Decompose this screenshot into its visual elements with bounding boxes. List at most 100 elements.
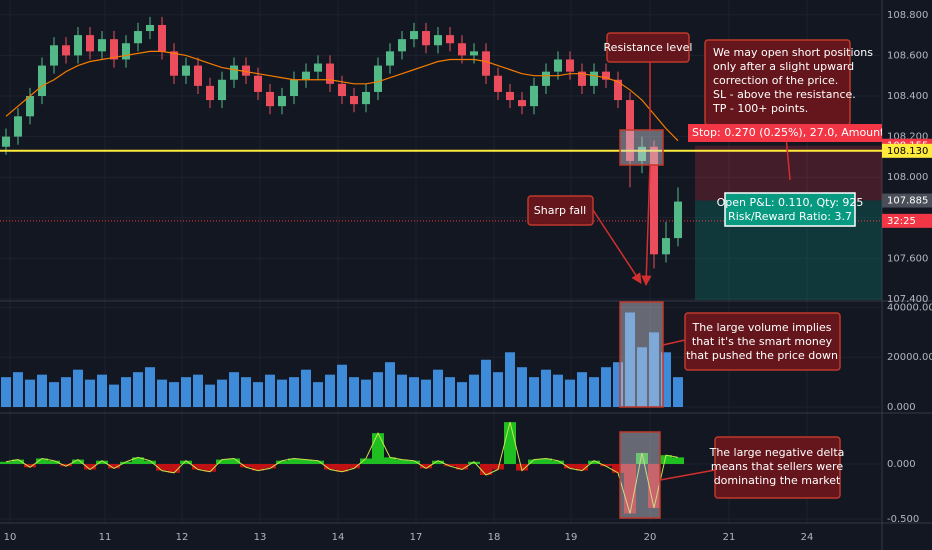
delta-bar	[60, 463, 72, 467]
annotation-text: The large negative delta	[709, 446, 845, 459]
volume-bar	[649, 332, 659, 407]
candle-body	[638, 146, 646, 161]
delta-bar	[48, 460, 60, 464]
highlight	[619, 129, 664, 166]
volume-bar	[313, 382, 323, 407]
delta-bar	[372, 433, 384, 464]
candle-body	[302, 71, 310, 80]
candle-body	[434, 35, 442, 46]
y-tick-label: 107.600	[887, 253, 928, 264]
delta-bar	[336, 463, 348, 472]
volume-bar	[265, 374, 275, 407]
annotation-text: correction of the price.	[713, 74, 838, 87]
y-tick-label: 0.000	[887, 402, 916, 413]
candle-body	[218, 79, 226, 101]
candle-body	[62, 45, 70, 56]
candle-body	[206, 85, 214, 101]
annotation-text: means that sellers were	[711, 460, 843, 473]
volume-bar	[133, 372, 143, 407]
annotation: The large volume implies that it's the s…	[684, 312, 841, 371]
y-tick-label: 107.400	[887, 294, 928, 305]
y-tick-label: 20000.000	[887, 352, 932, 363]
delta-bar	[204, 463, 216, 472]
candle-body	[134, 31, 142, 44]
volume-bar	[505, 352, 515, 407]
annotation-text: TP - 100+ points.	[712, 102, 808, 115]
volume-bar	[37, 374, 47, 407]
candle-body	[182, 65, 190, 76]
candle-body	[374, 65, 382, 92]
candle-body	[566, 59, 574, 72]
volume-bar	[85, 379, 95, 407]
x-tick-label: 17	[410, 532, 423, 543]
delta-bar	[312, 460, 324, 464]
x-tick-label: 21	[723, 532, 736, 543]
candle-body	[590, 71, 598, 86]
delta-bar	[516, 463, 528, 471]
candle-body	[398, 39, 406, 52]
delta-bar	[216, 459, 228, 464]
arrow	[641, 164, 652, 287]
volume-bar	[229, 372, 239, 407]
x-tick-label: 10	[4, 532, 17, 543]
delta-bar	[240, 463, 252, 468]
overlay: Resistance level Sharp fall We may open …	[527, 32, 916, 519]
y-tick-label: -0.500	[887, 514, 919, 525]
x-tick-label: 11	[99, 532, 112, 543]
volume-bar	[397, 374, 407, 407]
candle-body	[458, 43, 466, 56]
candle-body	[410, 31, 418, 40]
delta-bar	[108, 463, 120, 469]
candle-body	[50, 45, 58, 66]
volume-bar	[1, 377, 11, 407]
delta-bar	[96, 460, 108, 464]
candle-body	[242, 65, 250, 76]
volume-bar	[181, 377, 191, 407]
volume-bar	[61, 377, 71, 407]
price-badge-label: 108.130	[887, 146, 928, 157]
y-tick-label: 108.000	[887, 172, 928, 183]
volume-bar	[121, 377, 131, 407]
arrow	[662, 339, 686, 346]
delta-bar	[168, 463, 180, 473]
volume-bar	[25, 379, 35, 407]
arrow	[592, 209, 642, 284]
delta-bar	[228, 458, 240, 464]
delta-bar	[252, 463, 264, 471]
highlight	[619, 431, 661, 519]
delta-bar	[492, 463, 504, 470]
delta-bar	[132, 457, 144, 464]
stop-zone	[695, 145, 882, 201]
candle-body	[674, 201, 682, 239]
delta-bar	[432, 460, 444, 464]
delta-bar	[384, 457, 396, 464]
delta-bar	[348, 463, 360, 469]
volume-bar	[577, 372, 587, 407]
y-tick-label: 108.400	[887, 91, 928, 102]
volume-bar	[301, 369, 311, 407]
candle-body	[38, 65, 46, 97]
candle-body	[146, 24, 154, 32]
candle-body	[470, 51, 478, 56]
x-tick-label: 12	[176, 532, 189, 543]
x-tick-label: 18	[488, 532, 501, 543]
candle-body	[266, 91, 274, 107]
delta-bar	[300, 459, 312, 464]
annotation-text: Resistance level	[604, 41, 693, 54]
delta-bar	[84, 463, 96, 470]
annotation: Sharp fall	[527, 195, 594, 226]
price-badge-label: 32:25	[887, 216, 916, 227]
stop-text: Stop: 0.270 (0.25%), 27.0, Amount: 750.	[692, 126, 916, 139]
delta-bar	[660, 455, 672, 464]
candle-body	[662, 238, 670, 255]
volume-bar	[241, 377, 251, 407]
volume-bar	[361, 379, 371, 407]
volume-bar	[529, 377, 539, 407]
candle-body	[482, 51, 490, 76]
volume-bar	[109, 384, 119, 407]
candle-body	[650, 146, 658, 255]
volume-bar	[541, 369, 551, 407]
price-badge	[882, 143, 932, 158]
volume-bar	[193, 374, 203, 407]
price-badge	[882, 193, 932, 208]
